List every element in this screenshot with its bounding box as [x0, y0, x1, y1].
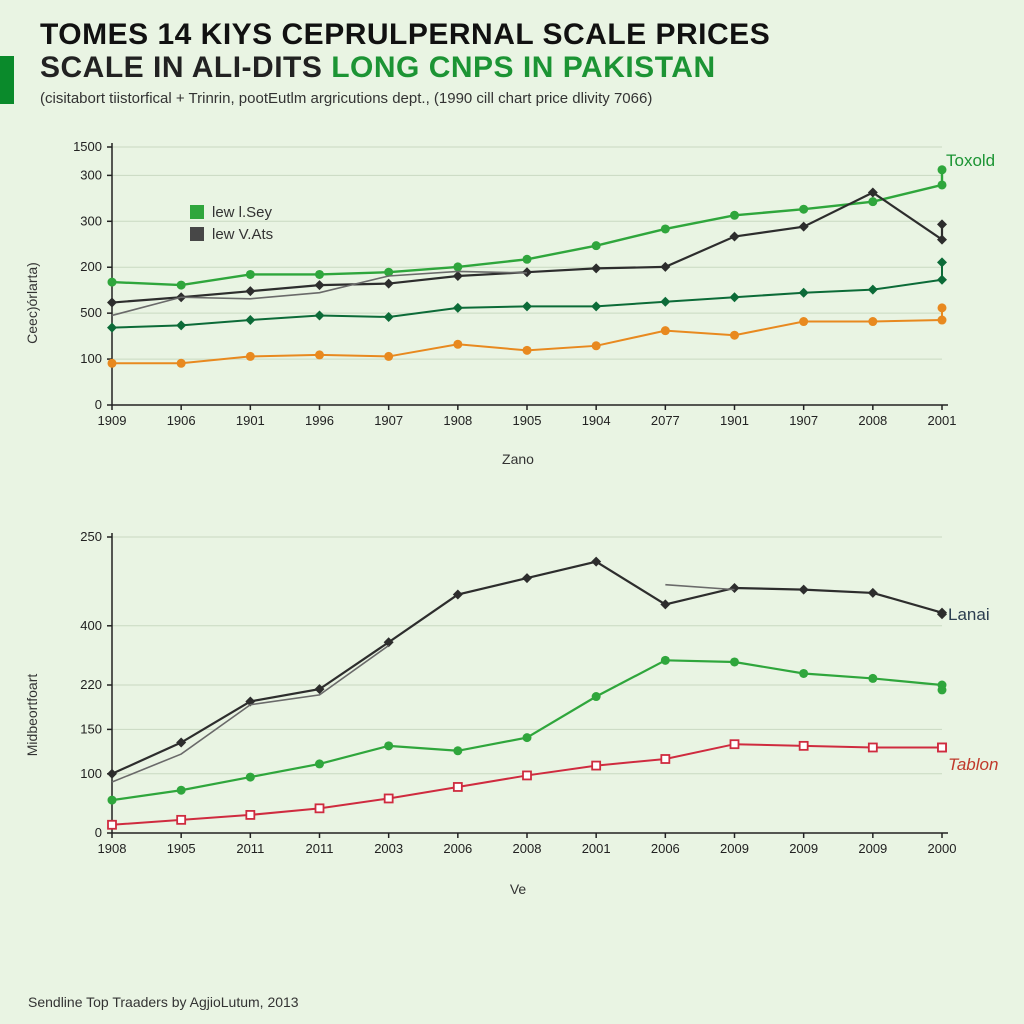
svg-text:400: 400	[80, 618, 102, 633]
svg-text:1901: 1901	[236, 413, 265, 428]
svg-text:1996: 1996	[305, 413, 334, 428]
svg-text:0: 0	[95, 397, 102, 412]
chart1-ylabel: Ceec)órlarta)	[24, 262, 40, 344]
svg-text:1908: 1908	[98, 841, 127, 856]
svg-text:2001: 2001	[582, 841, 611, 856]
svg-text:200: 200	[80, 259, 102, 274]
svg-text:1909: 1909	[98, 413, 127, 428]
svg-text:1901: 1901	[720, 413, 749, 428]
subtitle: (cisitabort tiistorfical + Trinrin, poot…	[40, 90, 996, 107]
svg-text:1905: 1905	[513, 413, 542, 428]
svg-text:2003: 2003	[374, 841, 403, 856]
svg-text:100: 100	[80, 351, 102, 366]
svg-text:300: 300	[80, 213, 102, 228]
legend-label: lew V.Ats	[212, 226, 273, 243]
svg-text:2009: 2009	[720, 841, 749, 856]
chart1-xlabel: Zano	[40, 451, 996, 467]
svg-text:2077: 2077	[651, 413, 680, 428]
chart2-right-label-2: Tablon	[948, 755, 998, 775]
chart1-svg: 0 100 500 200 300 300 1500 1909 1906 1901 1996 1907…	[40, 129, 980, 449]
accent-bar	[0, 56, 14, 104]
svg-text:2006: 2006	[443, 841, 472, 856]
legend-item: lew l.Sey	[190, 201, 273, 223]
chart-1: Ceec)órlarta) 01005002003003001500190919…	[40, 129, 996, 477]
title-block: TOMES 14 KIYS CEPRULPERNAL SCALE PRICES …	[40, 18, 996, 107]
chart2-ylabel: Midbeortfoart	[24, 674, 40, 756]
svg-text:2006: 2006	[651, 841, 680, 856]
svg-text:220: 220	[80, 677, 102, 692]
footer: Sendline Top Traaders by AgjioLutum, 201…	[28, 994, 299, 1010]
svg-text:2011: 2011	[236, 841, 264, 856]
svg-text:1907: 1907	[789, 413, 818, 428]
chart-2: Midbeortfoart 01001502204002501908190520…	[40, 519, 996, 911]
svg-text:1905: 1905	[167, 841, 196, 856]
title-line-2a: SCALE IN ALI-DITS	[40, 51, 331, 84]
svg-text:1908: 1908	[443, 413, 472, 428]
svg-text:500: 500	[80, 305, 102, 320]
svg-text:2009: 2009	[858, 841, 887, 856]
svg-text:150: 150	[80, 721, 102, 736]
svg-text:1907: 1907	[374, 413, 403, 428]
legend-label: lew l.Sey	[212, 204, 272, 221]
svg-text:1904: 1904	[582, 413, 611, 428]
svg-text:1500: 1500	[73, 139, 102, 154]
chart2-svg: 0 100 150 220 400 250 1908 1905 2011 2011 2003 2006…	[40, 519, 980, 879]
title-line-1: TOMES 14 KIYS CEPRULPERNAL SCALE PRICES	[40, 18, 996, 51]
chart1-right-label: Toxold	[946, 151, 995, 171]
svg-text:2000: 2000	[928, 841, 957, 856]
chart1-legend: lew l.Sey lew V.Ats	[190, 201, 273, 245]
svg-text:2011: 2011	[306, 841, 334, 856]
chart2-xlabel: Ve	[40, 881, 996, 897]
svg-text:0: 0	[95, 825, 102, 840]
page: TOMES 14 KIYS CEPRULPERNAL SCALE PRICES …	[0, 0, 1024, 1024]
svg-text:300: 300	[80, 167, 102, 182]
legend-swatch	[190, 227, 204, 241]
svg-text:2008: 2008	[513, 841, 542, 856]
legend-swatch	[190, 205, 204, 219]
legend-item: lew V.Ats	[190, 223, 273, 245]
svg-text:2009: 2009	[789, 841, 818, 856]
svg-text:1906: 1906	[167, 413, 196, 428]
title-line-2: SCALE IN ALI-DITS LONG CNPS IN PAKISTAN	[40, 51, 996, 84]
svg-text:250: 250	[80, 529, 102, 544]
title-line-2b: LONG CNPS IN PAKISTAN	[331, 51, 715, 84]
svg-text:2008: 2008	[858, 413, 887, 428]
svg-text:2001: 2001	[928, 413, 957, 428]
chart2-right-label-1: Lanai	[948, 605, 990, 625]
svg-text:100: 100	[80, 766, 102, 781]
